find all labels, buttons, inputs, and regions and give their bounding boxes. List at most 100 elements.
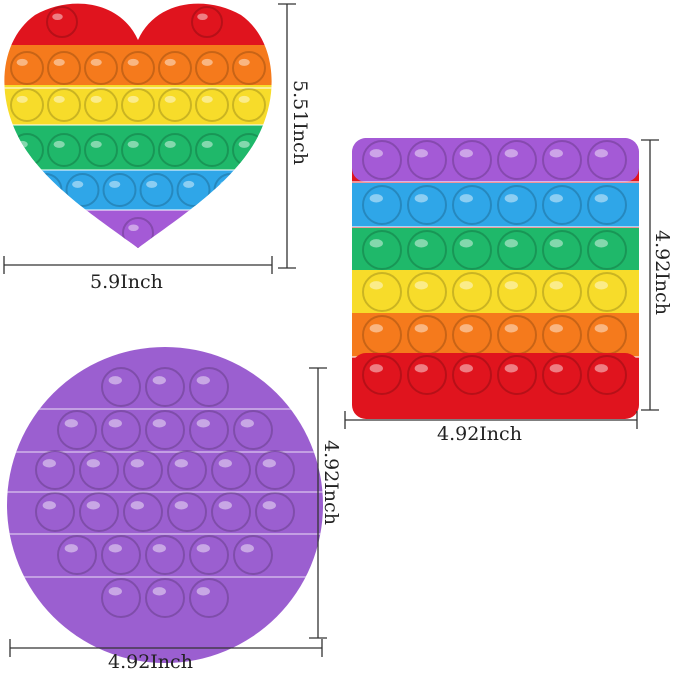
bubble-highlight	[164, 140, 176, 148]
bubble-highlight	[109, 180, 121, 188]
bubble-highlight	[504, 364, 518, 373]
bubble	[84, 88, 118, 122]
bubble	[497, 140, 537, 180]
bubble	[123, 492, 163, 532]
bubble	[542, 355, 582, 395]
bubble	[189, 535, 229, 575]
bubble-highlight	[459, 239, 473, 248]
bubble	[84, 133, 118, 167]
bubble	[362, 230, 402, 270]
bubble-highlight	[238, 58, 250, 66]
bubble	[255, 450, 295, 490]
bubble-highlight	[459, 364, 473, 373]
bubble-highlight	[174, 501, 188, 510]
bubble	[452, 140, 492, 180]
bubble	[233, 535, 273, 575]
bubble	[176, 173, 211, 207]
bubble-highlight	[130, 501, 144, 510]
bubble	[497, 315, 537, 355]
bubble-highlight	[594, 281, 608, 290]
bubble	[101, 535, 141, 575]
bubble	[452, 315, 492, 355]
bubble	[362, 315, 402, 355]
bubble	[84, 51, 118, 85]
bubble-highlight	[549, 239, 563, 248]
bubble-highlight	[369, 194, 383, 203]
bubble-highlight	[549, 324, 563, 333]
bubble	[121, 88, 155, 122]
bubble-highlight	[53, 140, 65, 148]
bubble	[57, 535, 97, 575]
bubble	[587, 355, 627, 395]
bubble	[10, 133, 44, 167]
bubble	[407, 315, 447, 355]
bubble	[211, 450, 251, 490]
bubble	[189, 578, 229, 618]
bubble	[158, 88, 192, 122]
bubble	[587, 230, 627, 270]
bubble	[452, 272, 492, 312]
bubble	[497, 230, 537, 270]
bubble	[452, 355, 492, 395]
bubble	[145, 535, 185, 575]
bubble	[362, 355, 402, 395]
bubble-highlight	[197, 13, 208, 21]
bubble-highlight	[594, 364, 608, 373]
bubble	[101, 578, 141, 618]
bubble-highlight	[196, 376, 210, 385]
circle-rows	[7, 367, 323, 618]
bubble	[195, 51, 229, 85]
bubble	[232, 51, 266, 85]
bubble-highlight	[369, 281, 383, 290]
bubble	[362, 140, 402, 180]
bubble	[542, 230, 582, 270]
bubble-highlight	[549, 364, 563, 373]
bubble	[497, 272, 537, 312]
bubble-highlight	[86, 459, 100, 468]
bubble-highlight	[53, 58, 65, 66]
bubble	[232, 133, 266, 167]
bubble-highlight	[127, 95, 139, 103]
bubble	[79, 492, 119, 532]
bubble-highlight	[504, 239, 518, 248]
dimension-lines	[3, 3, 659, 657]
bubble	[122, 217, 154, 249]
bubble-highlight	[90, 140, 102, 148]
bubble-highlight	[108, 544, 122, 553]
bubble-highlight	[504, 281, 518, 290]
bubble-highlight	[549, 149, 563, 158]
bubble	[407, 230, 447, 270]
bubble-highlight	[42, 501, 56, 510]
bubble-highlight	[459, 194, 473, 203]
bubble	[79, 450, 119, 490]
bubble	[542, 185, 582, 225]
bubble-highlight	[459, 281, 473, 290]
bubble-highlight	[127, 140, 139, 148]
bubble-highlight	[146, 180, 158, 188]
bubble	[123, 450, 163, 490]
bubble	[195, 88, 229, 122]
bubble-highlight	[152, 544, 166, 553]
bubble	[362, 185, 402, 225]
bubble-highlight	[369, 239, 383, 248]
bubble	[101, 367, 141, 407]
bubble-highlight	[414, 239, 428, 248]
heart-pop-it	[4, 3, 272, 249]
bubble	[407, 355, 447, 395]
bubble-highlight	[196, 419, 210, 428]
bubble-highlight	[164, 58, 176, 66]
bubble	[362, 272, 402, 312]
circle-height-label: 4.92Inch	[320, 440, 342, 525]
bubble	[587, 185, 627, 225]
bubble	[211, 492, 251, 532]
bubble	[167, 492, 207, 532]
bubble	[121, 51, 155, 85]
bubble-highlight	[108, 419, 122, 428]
bubble-highlight	[459, 324, 473, 333]
bubble-highlight	[35, 180, 47, 188]
bubble-highlight	[201, 95, 213, 103]
bubble-highlight	[369, 364, 383, 373]
bubble-highlight	[459, 149, 473, 158]
